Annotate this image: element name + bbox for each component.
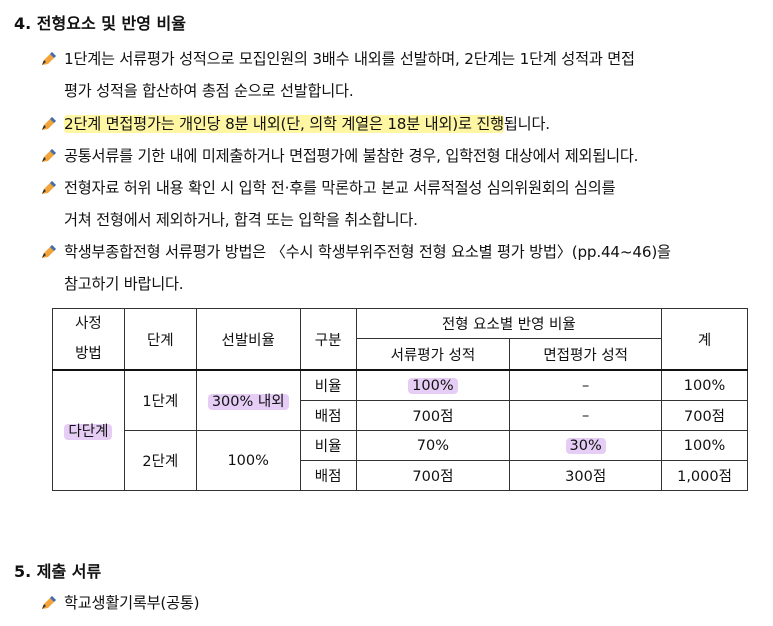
stage-cell: 2단계 [123,430,197,491]
bullet-text-line: 평가 성적을 합산하여 총점 순으로 선발합니다. [64,82,354,100]
interview-cell: 30% [509,430,663,461]
doc-cell: 700점 [355,460,511,491]
type-cell: 배점 [299,400,357,431]
highlighted-text: 2단계 면접평가는 개인당 8분 내외(단, 의학 계열은 18분 내외)로 진… [64,115,504,133]
interview-cell: 300점 [509,460,663,491]
header-doc: 서류평가 성적 [355,338,511,371]
bullet-text-line: 학교생활기록부(공통) [64,594,200,612]
header-method-line: 방법 [75,346,102,362]
bullet-text-line: 1단계는 서류평가 성적으로 모집인원의 3배수 내외를 선발하며, 2단계는 … [64,50,635,68]
total-cell: 700점 [661,400,748,431]
header-total: 계 [661,308,748,371]
doc-cell: 100% [355,369,511,401]
type-cell: 비율 [299,430,357,461]
method-value: 다단계 [64,424,113,440]
bullet-text-line: 전형자료 허위 내용 확인 시 입학 전·후를 막론하고 본교 서류적절성 심의… [64,179,616,197]
bullet-text-rest: 됩니다. [503,115,550,133]
bullet-text-line: 학생부종합전형 서류평가 방법은 〈수시 학생부위주전형 전형 요소별 평가 방… [64,243,671,261]
pencil-icon [42,117,56,130]
pencil-icon [42,149,56,162]
ratio-cell: 300% 내외 [195,369,301,431]
bullet-text-line: 거쳐 전형에서 제외하거나, 합격 또는 입학을 취소합니다. [64,211,418,229]
total-cell: 1,000점 [661,460,748,491]
type-cell: 배점 [299,460,357,491]
list-item: 학생부종합전형 서류평가 방법은 〈수시 학생부위주전형 전형 요소별 평가 방… [40,236,762,300]
header-method-line: 사정 [75,316,102,332]
interview-cell: – [509,400,663,431]
pencil-icon [42,181,56,194]
ratio-cell: 100% [195,430,301,491]
table-row: 배점 700점 300점 1,000점 [53,460,748,491]
bullet-text-line: 참고하기 바랍니다. [64,275,184,293]
pencil-icon [42,52,56,65]
doc-cell: 700점 [355,400,511,431]
method-cell: 다단계 [52,369,125,491]
table-row: 2단계 100% 비율 70% 30% 100% [53,430,748,491]
doc-cell: 70% [355,430,511,461]
list-item: 공통서류를 기한 내에 미제출하거나 면접평가에 불참한 경우, 입학전형 대상… [40,140,762,172]
header-interview: 면접평가 성적 [509,338,663,371]
list-item: 학교생활기록부(공통) [40,587,762,619]
header-ratio: 선발비율 [195,308,301,371]
section-5-title: 5. 제출 서류 [14,562,102,581]
section-4-title: 4. 전형요소 및 반영 비율 [14,14,186,33]
pencil-icon [42,596,56,609]
total-cell: 100% [661,430,748,461]
list-item: 2단계 면접평가는 개인당 8분 내외(단, 의학 계열은 18분 내외)로 진… [40,108,762,140]
pencil-icon [42,245,56,258]
selection-ratio-table: 사정 방법 단계 선발비율 구분 전형 요소별 반영 비율 계 서류평가 성적 … [52,307,748,491]
table-row: 다단계 1단계 300% 내외 비율 100% – 100% [52,369,748,491]
interview-cell: – [509,369,663,401]
total-cell: 100% [661,369,748,401]
doc-value: 100% [408,377,458,394]
bullet-text-line: 공통서류를 기한 내에 미제출하거나 면접평가에 불참한 경우, 입학전형 대상… [64,147,639,165]
header-method: 사정 방법 [52,308,125,371]
list-item: 전형자료 허위 내용 확인 시 입학 전·후를 막론하고 본교 서류적절성 심의… [40,172,762,236]
stage-cell: 1단계 [123,369,197,431]
type-cell: 비율 [299,369,357,401]
header-type: 구분 [299,308,357,371]
interview-value: 30% [565,437,606,454]
header-group: 전형 요소별 반영 비율 [355,307,663,340]
header-stage: 단계 [123,308,197,371]
list-item: 1단계는 서류평가 성적으로 모집인원의 3배수 내외를 선발하며, 2단계는 … [40,43,762,107]
ratio-value: 300% 내외 [207,394,289,410]
bullet-text-line: 2단계 면접평가는 개인당 8분 내외(단, 의학 계열은 18분 내외)로 진… [64,108,762,140]
